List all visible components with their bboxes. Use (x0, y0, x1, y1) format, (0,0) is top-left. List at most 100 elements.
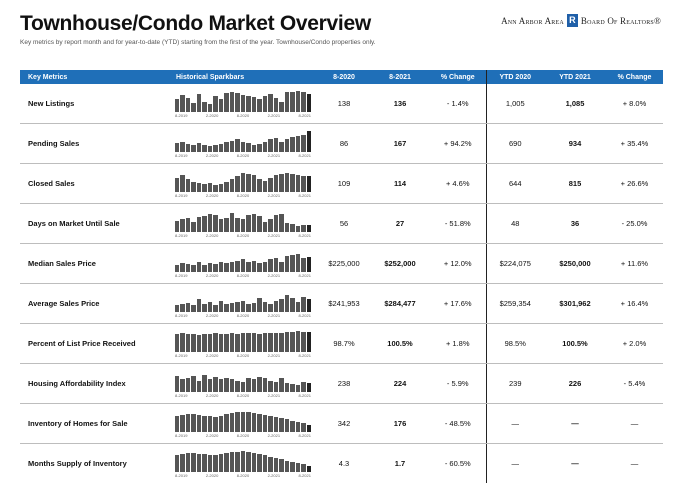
sparkbar (301, 463, 306, 472)
sparkbar (290, 173, 295, 192)
sparkbar (196, 299, 202, 312)
sparkbar (246, 333, 251, 352)
sparkbar (273, 98, 279, 112)
value-8-2020: 342 (318, 403, 370, 444)
value-8-2021: 1.7 (394, 459, 406, 468)
sparkbar (185, 413, 191, 432)
sparkbar (207, 262, 213, 272)
sparkbar (196, 217, 202, 232)
sparkbar (196, 380, 202, 392)
sparkbar (268, 416, 273, 432)
sparkbar (191, 376, 196, 392)
sparkbar (235, 412, 240, 432)
sparkbar (306, 382, 312, 392)
sparkbar (246, 215, 251, 232)
sparkbar (213, 96, 218, 112)
sparkbar (290, 420, 295, 432)
sparkbar (213, 184, 218, 192)
sparkbar (284, 419, 290, 432)
sparkbar-tick-label: 8-2021 (298, 432, 311, 438)
value-ytd-2020: 690 (486, 123, 544, 164)
sparkbar-chart: 8-2019 2-2020 8-2020 2-2021 8-2021 (168, 363, 318, 404)
sparkbar (251, 260, 257, 272)
sparkbar (224, 262, 229, 272)
sparkbar (202, 454, 207, 472)
value-ytd-2021: $250,000 (544, 243, 606, 284)
value-ytd-pct-change: + 16.4% (606, 283, 663, 324)
value-8-2021: 136 (370, 84, 430, 124)
table-row: Median Sales Price 8-2019 2-2020 8-2020 2-20… (20, 243, 663, 284)
sparkbar (262, 261, 268, 272)
sparkbar-tick-label: 8-2020 (236, 472, 250, 478)
sparkbar (224, 334, 229, 352)
sparkbar (295, 384, 301, 392)
sparkbar (284, 460, 290, 472)
sparkbar (273, 458, 279, 472)
sparkbar (251, 333, 257, 352)
value-ytd-2020: 1,005 (486, 84, 544, 124)
sparkbar-tick-label: 2-2021 (267, 352, 281, 358)
header-ytd-pct-change: % Change (606, 70, 663, 84)
sparkbar (284, 139, 290, 152)
sparkbar (175, 178, 180, 192)
sparkbar (213, 144, 218, 152)
sparkbar-tick-label: 8-2019 (175, 232, 188, 238)
sparkbar (224, 141, 229, 152)
sparkbar-tick-label: 2-2021 (267, 432, 281, 438)
sparkbar-tick-label: 2-2021 (267, 152, 281, 158)
value-ytd-pct-change: - 5.4% (606, 363, 663, 404)
sparkbar (202, 334, 207, 352)
sparkbar-tick-label: 8-2020 (236, 192, 250, 198)
sparkbar (246, 303, 251, 312)
sparkbar (301, 258, 306, 272)
table-row: Days on Market Until Sale 8-2019 2-2020 8-2… (20, 203, 663, 244)
sparkbar (262, 221, 268, 232)
sparkbar (251, 175, 257, 192)
value-8-2021: 114 (370, 163, 430, 204)
sparkbar (262, 333, 268, 352)
sparkbar (218, 99, 224, 112)
sparkbar (268, 219, 273, 232)
value-8-2020: 86 (318, 123, 370, 164)
sparkbar (251, 302, 257, 312)
sparkbar (262, 378, 268, 392)
sparkbar (295, 90, 301, 112)
sparkbar (268, 303, 273, 312)
sparkbar (202, 303, 207, 312)
sparkbar (301, 224, 306, 232)
sparkbar (240, 411, 246, 432)
sparkbar (218, 333, 224, 352)
value-ytd-2020: $259,354 (486, 283, 544, 324)
sparkbar-tick-label: 8-2020 (236, 352, 250, 358)
page-subtitle: Key metrics by report month and for year… (20, 39, 376, 46)
value-8-2021: 224 (370, 363, 430, 404)
sparkbar (185, 179, 191, 192)
sparkbar (268, 94, 273, 112)
sparkbar (207, 454, 213, 472)
sparkbar (240, 95, 246, 112)
sparkbar (180, 333, 185, 352)
sparkbar-chart: 8-2019 2-2020 8-2020 2-2021 8-2021 (168, 243, 318, 284)
metric-name: Average Sales Price (20, 283, 168, 324)
sparkbar-tick-label: 8-2019 (175, 392, 188, 398)
sparkbar (284, 295, 290, 312)
table-row: Housing Affordability Index 8-2019 2-2020 8… (20, 363, 663, 404)
sparkbar (180, 95, 185, 112)
sparkbar-tick-label: 2-2021 (267, 392, 281, 398)
sparkbar-tick-label: 8-2021 (298, 112, 311, 118)
sparkbar (218, 415, 224, 432)
sparkbar (279, 141, 284, 152)
sparkbar-tick-label: 8-2020 (236, 432, 250, 438)
sparkbar-tick-label: 2-2021 (267, 272, 281, 278)
sparkbar (273, 175, 279, 192)
header-8-2021: 8-2021 (370, 70, 430, 84)
logo-board-text: Board Of Realtors® (580, 15, 661, 26)
value-pct-change: - 60.5% (430, 443, 487, 483)
header-ytd-2020: YTD 2020 (486, 70, 544, 84)
sparkbar (262, 180, 268, 192)
table-row: Months Supply of Inventory 8-2019 2-2020 8-… (20, 443, 663, 483)
sparkbar-tick-label: 8-2021 (298, 272, 311, 278)
sparkbar (295, 301, 301, 312)
value-8-2020: 56 (318, 203, 370, 244)
value-8-2020: $225,000 (318, 243, 370, 284)
